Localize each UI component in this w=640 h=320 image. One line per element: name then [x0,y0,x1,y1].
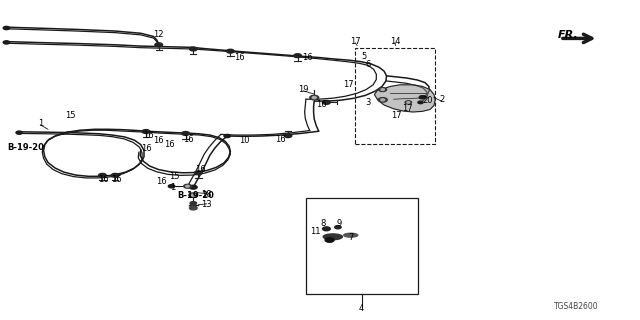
Text: 18: 18 [201,190,211,199]
Circle shape [142,130,150,133]
Text: 1: 1 [170,183,175,192]
Text: 5: 5 [361,52,366,61]
Text: 14: 14 [390,37,400,46]
Text: 10: 10 [239,136,250,145]
Circle shape [99,173,106,177]
Circle shape [191,194,195,196]
Ellipse shape [323,234,342,240]
Text: 16: 16 [143,131,154,140]
Circle shape [195,171,202,175]
Text: 13: 13 [202,200,212,209]
Circle shape [312,97,316,99]
Circle shape [184,184,191,188]
Text: 16: 16 [111,175,122,184]
Text: 16: 16 [156,177,166,186]
Circle shape [16,131,22,134]
Text: 17: 17 [350,37,360,46]
Text: 16: 16 [195,165,205,174]
Text: 16: 16 [302,53,312,62]
Text: 16: 16 [164,140,174,149]
Circle shape [325,238,334,242]
Text: 16: 16 [99,175,109,184]
Circle shape [418,101,423,104]
Circle shape [168,185,175,188]
Circle shape [284,134,292,138]
Circle shape [224,134,230,138]
Circle shape [405,101,412,104]
Text: 11: 11 [310,228,320,236]
Text: 17: 17 [392,111,402,120]
Text: 16: 16 [141,144,151,153]
Bar [306,198,418,294]
Circle shape [323,227,330,231]
Text: 16: 16 [184,135,194,144]
Circle shape [186,185,189,187]
Text: 2: 2 [439,95,444,104]
Text: 16: 16 [234,53,244,62]
Circle shape [189,206,197,210]
Circle shape [379,88,387,92]
Circle shape [155,43,163,47]
Text: 15: 15 [169,172,179,180]
Text: 4: 4 [359,304,364,313]
Circle shape [189,47,197,51]
Text: 1: 1 [38,119,43,128]
Text: 9: 9 [337,220,342,228]
Circle shape [335,226,341,229]
Bar [355,48,435,144]
Text: 8: 8 [321,220,326,228]
Text: B-19-20: B-19-20 [177,191,214,200]
Text: TGS4B2600: TGS4B2600 [554,302,598,311]
Circle shape [3,41,10,44]
Circle shape [310,95,319,100]
Text: B-19-20: B-19-20 [7,143,44,152]
Circle shape [182,132,189,135]
Text: 16: 16 [275,135,285,144]
Circle shape [3,27,10,30]
Circle shape [407,102,410,103]
Text: 15: 15 [65,111,76,120]
Text: 17: 17 [402,104,412,113]
Text: 20: 20 [422,96,433,105]
Text: 19: 19 [298,85,308,94]
Text: 16: 16 [154,136,164,145]
Circle shape [381,99,385,101]
Circle shape [294,54,301,58]
Circle shape [111,173,119,177]
Text: 12: 12 [154,30,164,39]
Text: FR.: FR. [558,30,579,40]
Text: 7: 7 [348,233,353,242]
Circle shape [227,49,234,53]
Circle shape [189,185,197,189]
Polygon shape [374,85,435,112]
Text: 3: 3 [365,98,371,107]
Circle shape [323,100,330,104]
Text: 16: 16 [316,100,326,109]
Circle shape [419,96,426,99]
Circle shape [190,202,196,205]
Text: 6: 6 [365,60,371,69]
Text: 17: 17 [344,80,354,89]
Circle shape [381,89,385,91]
Circle shape [378,98,387,102]
Ellipse shape [344,233,358,237]
Circle shape [189,193,198,197]
